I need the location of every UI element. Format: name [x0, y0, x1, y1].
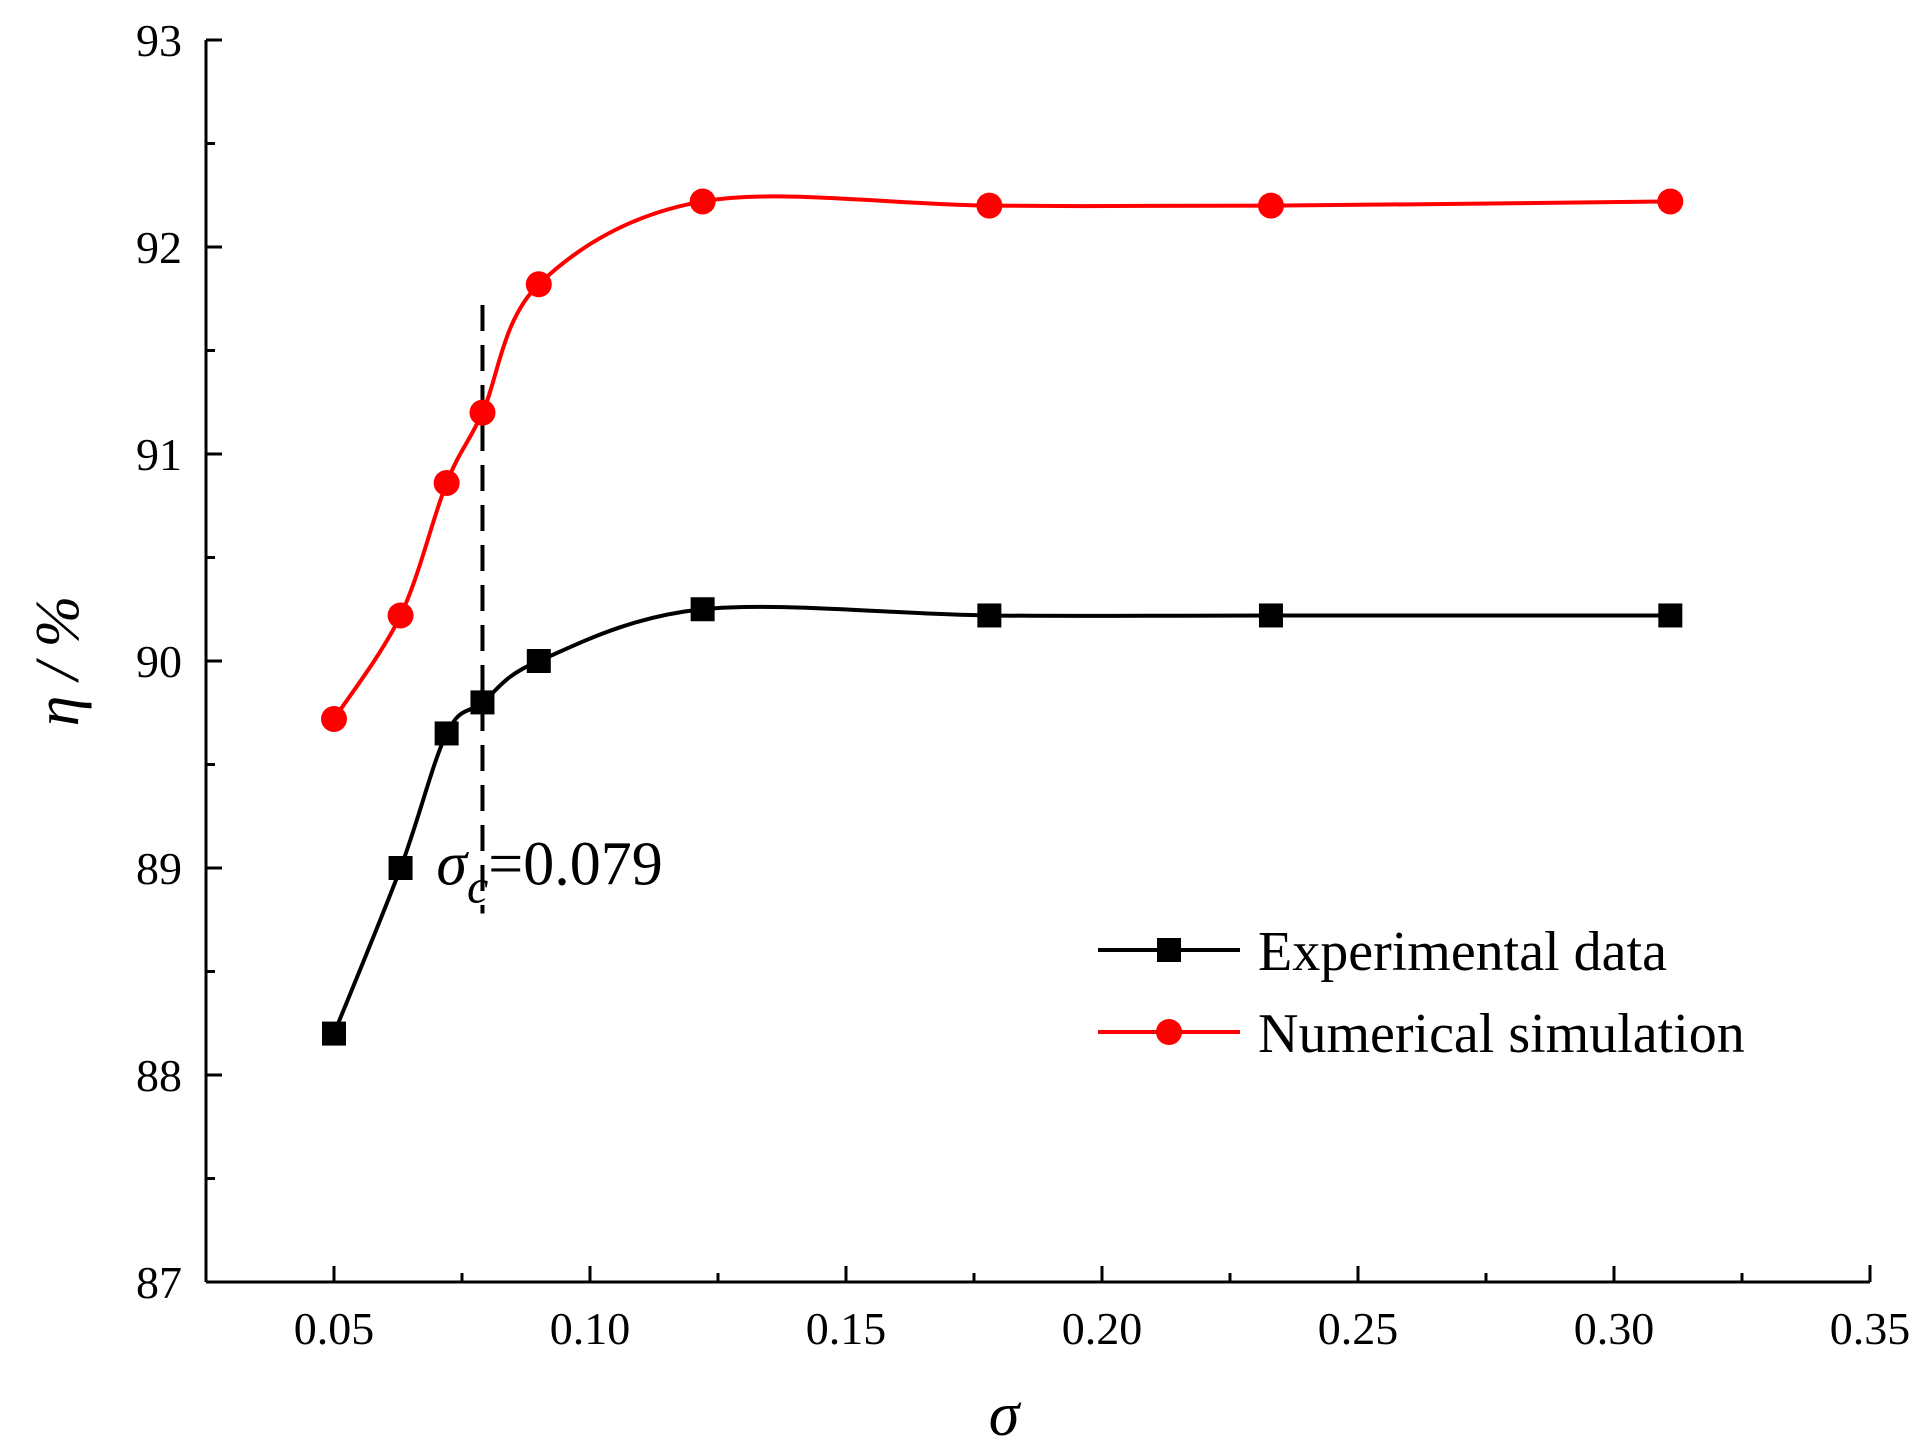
x-axis-ticks: 0.05 0.10 0.15 0.20 0.25 0.30 0.35 — [204, 1266, 1911, 1354]
data-point — [321, 705, 347, 732]
data-point — [388, 856, 413, 880]
data-point — [433, 469, 460, 496]
y-axis-title: η / % — [24, 596, 92, 727]
data-point — [470, 690, 495, 715]
x-tick-label: 0.05 — [294, 1303, 375, 1354]
critical-sigma-annotation: σc=0.079 — [436, 304, 663, 914]
x-tick-label: 0.15 — [806, 1303, 887, 1354]
legend: Experimental data Numerical simulation — [1098, 921, 1745, 1065]
x-tick-label: 0.25 — [1318, 1303, 1399, 1354]
data-point — [1258, 603, 1283, 628]
y-tick-label: 87 — [136, 1257, 182, 1308]
data-point — [387, 602, 414, 629]
critical-sigma-label: σc=0.079 — [436, 831, 662, 914]
x-tick-label: 0.30 — [1574, 1303, 1655, 1354]
y-tick-label: 92 — [136, 222, 182, 273]
data-point — [525, 271, 552, 298]
series-layer — [321, 188, 1684, 1046]
legend-marker-experimental — [1157, 938, 1181, 962]
y-tick-label: 89 — [136, 843, 182, 894]
data-point — [1658, 603, 1683, 628]
y-tick-label: 91 — [136, 429, 182, 480]
x-axis-title: σ — [989, 1381, 1022, 1448]
x-tick-label: 0.35 — [1830, 1303, 1911, 1354]
data-point — [434, 721, 459, 746]
y-tick-label: 90 — [136, 636, 182, 687]
x-tick-label: 0.10 — [550, 1303, 631, 1354]
x-tick-label: 0.20 — [1062, 1303, 1143, 1354]
legend-marker-numerical — [1156, 1019, 1182, 1045]
annotation-subscript: c — [467, 861, 488, 914]
y-axis-ticks: 87 88 89 90 91 92 93 — [136, 15, 222, 1308]
legend-entry-experimental: Experimental data — [1098, 921, 1667, 983]
legend-entry-numerical: Numerical simulation — [1098, 1003, 1745, 1065]
y-tick-label: 88 — [136, 1050, 182, 1101]
annotation-symbol: σ — [436, 831, 469, 899]
data-point — [690, 597, 715, 622]
data-point — [1257, 192, 1284, 219]
legend-label-experimental: Experimental data — [1258, 921, 1667, 983]
data-point — [1657, 188, 1684, 215]
data-point — [977, 603, 1002, 628]
annotation-value: =0.079 — [488, 831, 662, 899]
data-point — [526, 649, 551, 673]
data-point — [469, 399, 496, 426]
data-point — [689, 188, 716, 215]
data-point — [322, 1021, 346, 1046]
plot-area — [204, 40, 1872, 1284]
legend-label-numerical: Numerical simulation — [1258, 1003, 1745, 1065]
y-tick-label: 93 — [136, 15, 182, 66]
data-point — [976, 192, 1003, 219]
